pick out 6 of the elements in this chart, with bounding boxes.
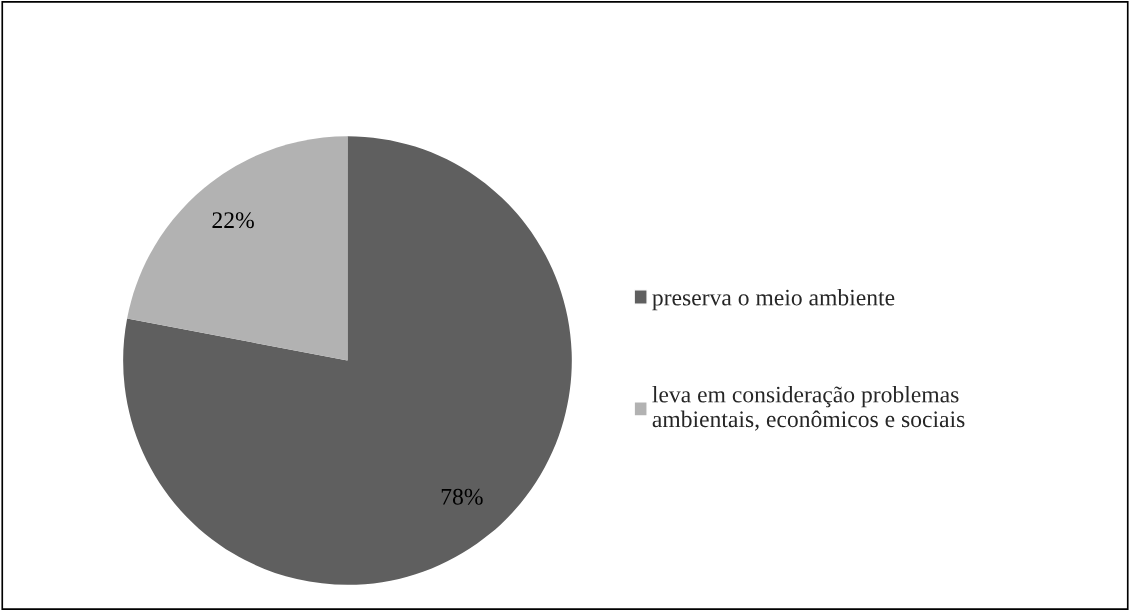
data-label: 78% (441, 488, 483, 505)
pie-slice (127, 136, 348, 361)
pie-slice (123, 136, 572, 585)
legend-label: leva em consideração problemas ambientais, econômicos e sociais (652, 385, 965, 431)
data-label: 22% (212, 212, 254, 229)
legend-label: preserva o meio ambiente (652, 288, 895, 311)
